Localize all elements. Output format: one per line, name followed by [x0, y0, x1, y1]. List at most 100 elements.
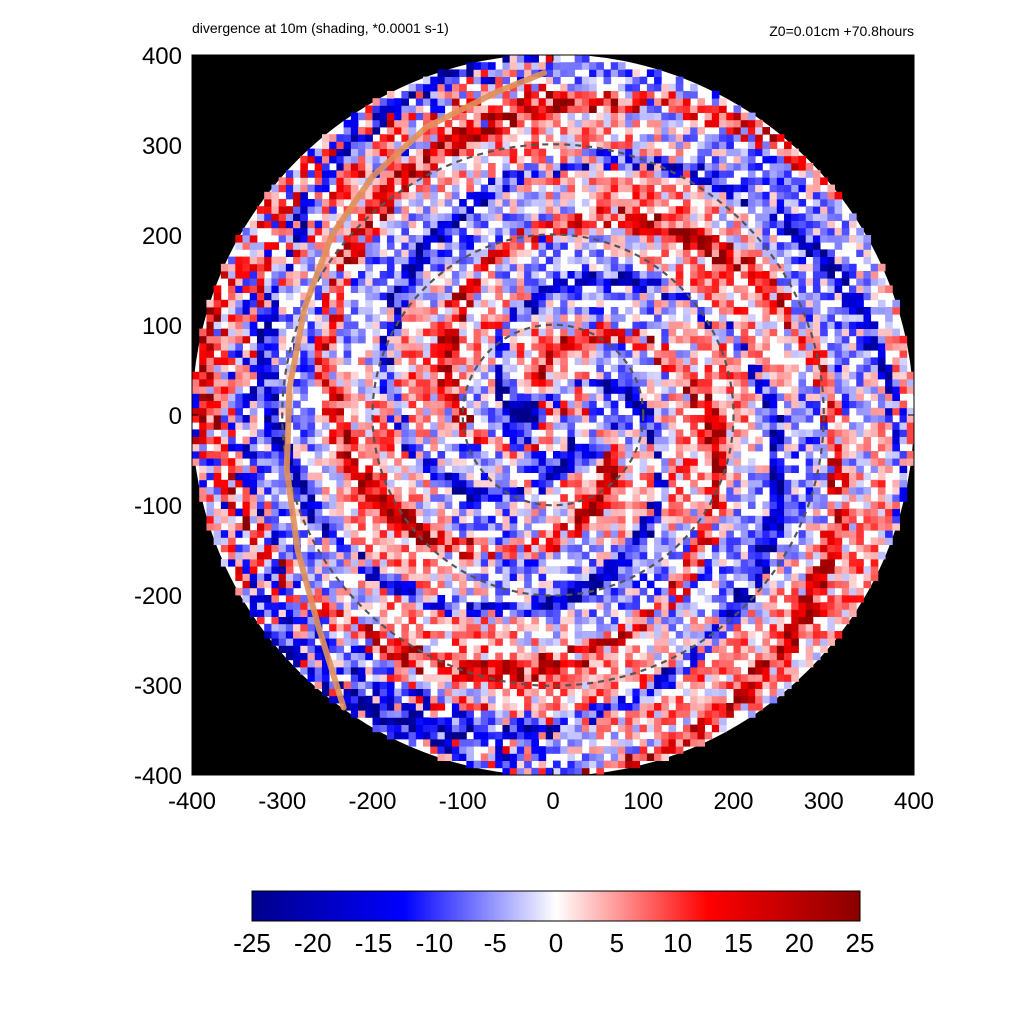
divergence-cell [704, 119, 713, 128]
divergence-cell [553, 667, 561, 675]
divergence-cell [545, 667, 554, 675]
divergence-cell [697, 278, 706, 286]
divergence-cell [285, 602, 294, 610]
divergence-cell [524, 191, 532, 200]
divergence-cell [632, 487, 641, 495]
divergence-cell [509, 407, 518, 416]
divergence-cell [603, 263, 612, 272]
divergence-cell [509, 379, 518, 387]
divergence-cell [603, 458, 612, 466]
divergence-cell [646, 112, 655, 121]
divergence-cell [596, 472, 604, 481]
divergence-cell [350, 242, 359, 250]
divergence-cell [228, 292, 236, 301]
divergence-cell [603, 523, 612, 531]
divergence-cell [495, 379, 503, 387]
divergence-cell [408, 595, 417, 603]
divergence-cell [675, 508, 684, 517]
divergence-cell [632, 285, 641, 293]
divergence-cell [249, 227, 258, 236]
divergence-cell [603, 681, 612, 689]
divergence-cell [336, 472, 345, 481]
divergence-cell [401, 429, 409, 437]
divergence-cell [617, 184, 626, 193]
divergence-cell [459, 235, 467, 243]
divergence-cell [617, 415, 626, 423]
divergence-cell [538, 530, 547, 538]
divergence-cell [394, 407, 402, 416]
divergence-cell [444, 566, 453, 574]
divergence-cell [560, 105, 568, 113]
divergence-cell [574, 148, 583, 157]
divergence-cell [307, 249, 316, 257]
divergence-cell [408, 235, 417, 243]
divergence-cell [560, 638, 568, 646]
divergence-cell [560, 292, 568, 301]
divergence-cell [524, 249, 532, 257]
divergence-cell [524, 328, 532, 337]
divergence-cell [502, 148, 511, 157]
divergence-cell [444, 191, 453, 200]
divergence-cell [531, 739, 539, 747]
divergence-cell [632, 335, 641, 344]
divergence-cell [625, 91, 633, 99]
divergence-cell [682, 364, 691, 373]
divergence-cell [610, 616, 619, 625]
divergence-cell [531, 112, 539, 121]
chart-title: divergence at 10m (shading, *0.0001 s-1) [192, 20, 449, 36]
divergence-cell [704, 379, 713, 387]
divergence-cell [610, 227, 619, 236]
divergence-cell [488, 458, 496, 466]
divergence-cell [502, 631, 511, 639]
divergence-cell [394, 357, 402, 365]
divergence-cell [545, 343, 554, 351]
divergence-cell [336, 501, 345, 509]
divergence-cell [581, 199, 590, 207]
divergence-cell [444, 213, 453, 221]
divergence-cell [560, 163, 568, 171]
divergence-cell [278, 436, 287, 445]
divergence-cell [466, 285, 474, 293]
divergence-cell [675, 76, 684, 85]
divergence-cell [574, 587, 583, 596]
divergence-cell [408, 177, 417, 185]
divergence-cell [350, 127, 359, 135]
divergence-cell [531, 551, 539, 560]
divergence-cell [538, 436, 547, 445]
divergence-cell [639, 249, 648, 257]
divergence-cell [502, 695, 511, 704]
divergence-cell [415, 595, 424, 603]
divergence-cell [444, 220, 453, 229]
divergence-cell [654, 537, 662, 545]
divergence-cell [451, 177, 460, 185]
divergence-cell [545, 638, 554, 646]
divergence-cell [386, 393, 395, 401]
divergence-cell [675, 170, 684, 178]
divergence-cell [661, 98, 669, 106]
divergence-cell [516, 235, 525, 243]
divergence-cell [589, 429, 597, 437]
divergence-cell [242, 422, 251, 430]
divergence-cell [473, 177, 482, 185]
divergence-cell [314, 249, 323, 257]
divergence-cell [444, 494, 453, 502]
divergence-cell [711, 645, 720, 653]
divergence-cell [386, 731, 395, 740]
divergence-cell [358, 177, 366, 185]
divergence-cell [502, 191, 511, 200]
divergence-cell [343, 242, 352, 250]
divergence-cell [509, 566, 518, 574]
divergence-cell [589, 415, 597, 423]
divergence-cell [545, 206, 554, 214]
divergence-cell [560, 98, 568, 106]
divergence-cell [661, 465, 669, 473]
divergence-cell [423, 631, 431, 639]
divergence-cell [300, 436, 308, 445]
divergence-cell [488, 551, 496, 560]
divergence-cell [423, 587, 431, 596]
divergence-cell [538, 407, 547, 416]
divergence-cell [415, 724, 424, 733]
divergence-cell [711, 544, 720, 553]
divergence-cell [516, 213, 525, 221]
divergence-cell [336, 407, 345, 416]
